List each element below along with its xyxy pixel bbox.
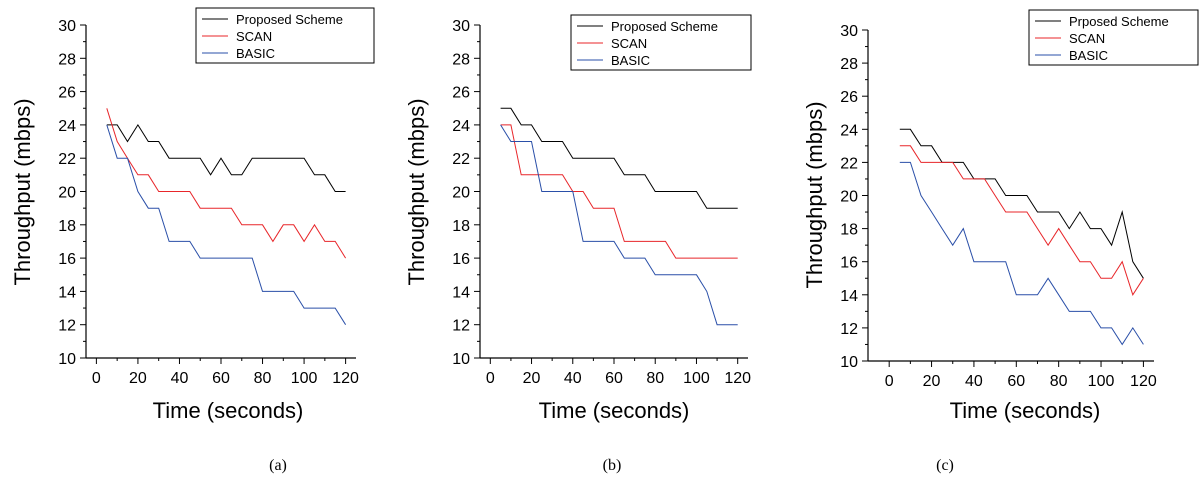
x-tick-label: 40 — [171, 370, 189, 387]
y-tick-label: 18 — [58, 218, 76, 235]
legend-label: Prposed Scheme — [1069, 14, 1169, 29]
x-tick-label: 60 — [605, 370, 623, 387]
x-tick-label: 120 — [1130, 373, 1157, 390]
x-tick-label: 100 — [683, 370, 710, 387]
y-tick-label: 16 — [58, 251, 76, 268]
y-tick-label: 18 — [840, 222, 858, 239]
y-tick-label: 16 — [452, 251, 470, 268]
series-line-scan — [899, 145, 1144, 296]
x-tick-label: 60 — [1007, 373, 1025, 390]
legend-label: Proposed Scheme — [611, 19, 718, 34]
legend-label: BASIC — [1069, 48, 1108, 63]
legend-label: SCAN — [236, 29, 272, 44]
x-tick-label: 20 — [923, 373, 941, 390]
y-tick-label: 12 — [452, 318, 470, 335]
y-tick-label: 30 — [58, 18, 76, 35]
y-tick-label: 20 — [452, 185, 470, 202]
y-tick-label: 24 — [58, 118, 76, 135]
y-tick-label: 22 — [840, 155, 858, 172]
legend-label: SCAN — [611, 36, 647, 51]
x-tick-label: 0 — [486, 370, 495, 387]
panel-caption: (a) — [269, 457, 287, 474]
y-tick-label: 26 — [840, 89, 858, 106]
y-tick-label: 20 — [58, 185, 76, 202]
x-tick-label: 100 — [291, 370, 318, 387]
x-tick-label: 20 — [129, 370, 147, 387]
series-line-scan — [500, 124, 738, 259]
legend-label: Proposed Scheme — [236, 12, 343, 27]
legend-label: SCAN — [1069, 31, 1105, 46]
y-tick-label: 30 — [452, 18, 470, 35]
x-tick-label: 120 — [332, 370, 359, 387]
panel-caption: (c) — [936, 457, 954, 474]
y-axis-title: Throughput (mbps) — [404, 98, 429, 285]
y-tick-label: 24 — [452, 118, 470, 135]
x-axis-title: Time (seconds) — [950, 398, 1101, 423]
y-tick-label: 16 — [840, 255, 858, 272]
y-tick-label: 14 — [840, 288, 858, 305]
x-axis-title: Time (seconds) — [153, 398, 304, 423]
y-tick-label: 22 — [58, 151, 76, 168]
legend: Proposed Scheme SCAN BASIC — [195, 7, 375, 64]
y-tick-label: 10 — [58, 351, 76, 368]
x-tick-label: 20 — [523, 370, 541, 387]
x-tick-label: 100 — [1088, 373, 1115, 390]
y-axis-title: Throughput (mbps) — [10, 98, 35, 285]
y-tick-label: 24 — [840, 122, 858, 139]
legend-label: BASIC — [236, 46, 275, 61]
x-tick-label: 40 — [564, 370, 582, 387]
x-axis-title: Time (seconds) — [539, 398, 690, 423]
legend: Proposed Scheme SCAN BASIC — [570, 14, 752, 71]
x-tick-label: 0 — [92, 370, 101, 387]
series-line-scan — [106, 108, 347, 259]
legend-label: BASIC — [611, 53, 650, 68]
y-tick-label: 10 — [452, 351, 470, 368]
y-tick-label: 12 — [840, 321, 858, 338]
y-tick-label: 14 — [58, 284, 76, 301]
chart-panel-2: 10 12 14 16 18 20 22 24 26 28 30 0 20 40 60 80 100 120 Thr… — [802, 9, 1199, 474]
y-tick-label: 28 — [58, 51, 76, 68]
legend: Prposed Scheme SCAN BASIC — [1028, 9, 1199, 66]
series-line-proposed-scheme — [500, 107, 738, 209]
panel-caption: (b) — [603, 457, 622, 474]
y-tick-label: 28 — [840, 56, 858, 73]
y-tick-label: 14 — [452, 284, 470, 301]
y-tick-label: 18 — [452, 218, 470, 235]
x-tick-label: 60 — [212, 370, 230, 387]
x-tick-label: 0 — [885, 373, 894, 390]
chart-panel-1: 10 12 14 16 18 20 22 24 26 28 30 0 20 40 60 80 100 120 Thr… — [404, 14, 752, 474]
series-line-prposed-scheme — [899, 128, 1144, 279]
series-line-basic — [106, 124, 347, 325]
y-tick-label: 28 — [452, 51, 470, 68]
series-line-proposed-scheme — [106, 123, 346, 192]
series-line-basic — [500, 124, 738, 326]
x-tick-label: 40 — [965, 373, 983, 390]
y-tick-label: 12 — [58, 318, 76, 335]
y-tick-label: 20 — [840, 189, 858, 206]
y-tick-label: 10 — [840, 354, 858, 371]
x-tick-label: 120 — [724, 370, 751, 387]
x-tick-label: 80 — [1050, 373, 1068, 390]
y-axis-title: Throughput (mbps) — [802, 101, 827, 288]
chart-panel-0: 10 12 14 16 18 20 22 24 26 28 30 0 20 40 60 80 100 120 Thr… — [10, 7, 375, 474]
y-tick-label: 30 — [840, 23, 858, 40]
y-tick-label: 22 — [452, 151, 470, 168]
series-line-basic — [899, 161, 1144, 346]
y-tick-label: 26 — [452, 85, 470, 102]
x-tick-label: 80 — [254, 370, 272, 387]
y-tick-label: 26 — [58, 85, 76, 102]
x-tick-label: 80 — [646, 370, 664, 387]
